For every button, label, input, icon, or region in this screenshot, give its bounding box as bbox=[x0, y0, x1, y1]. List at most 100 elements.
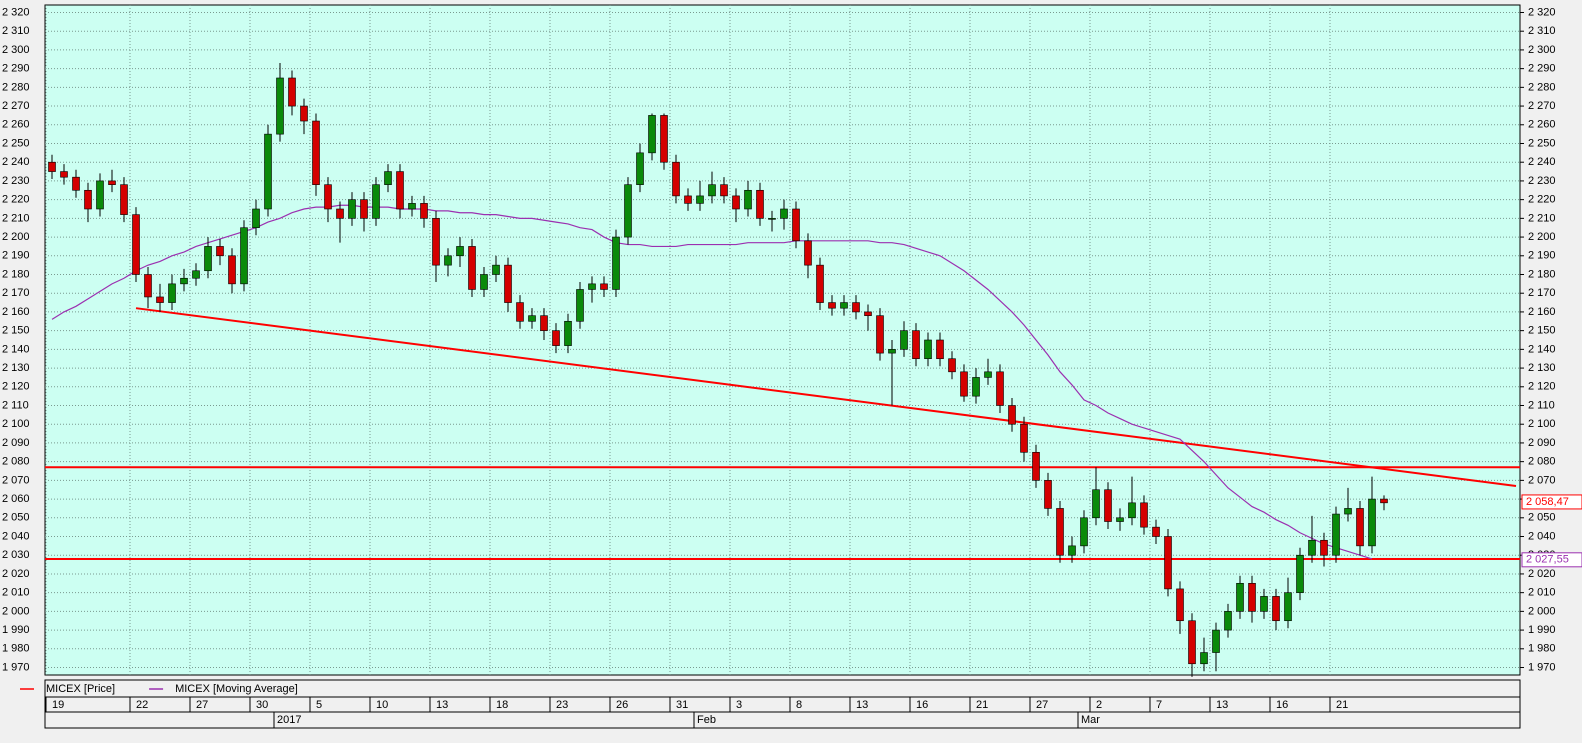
candle-body bbox=[684, 195, 692, 204]
candle-body bbox=[1140, 502, 1148, 528]
y-tick-label-right: 2 130 bbox=[1528, 362, 1556, 374]
y-tick-label-right: 2 090 bbox=[1528, 437, 1556, 449]
candle-body bbox=[972, 377, 980, 397]
candle-body bbox=[120, 184, 128, 215]
x-tick-label: 10 bbox=[376, 699, 388, 711]
x-tick-label: 21 bbox=[1336, 699, 1348, 711]
candle-body bbox=[1308, 539, 1316, 556]
x-tick-label: 23 bbox=[556, 699, 568, 711]
candle-body bbox=[888, 349, 896, 354]
x-tick-label: 16 bbox=[916, 699, 928, 711]
y-tick-label-right: 2 170 bbox=[1528, 287, 1556, 299]
y-tick-label-right: 2 010 bbox=[1528, 587, 1556, 599]
y-tick-label-right: 2 110 bbox=[1528, 399, 1555, 411]
candle-body bbox=[1380, 498, 1388, 504]
y-tick-label-right: 2 020 bbox=[1528, 568, 1556, 580]
y-tick-label: 2 200 bbox=[2, 231, 30, 243]
y-tick-label: 2 310 bbox=[2, 25, 30, 37]
candle-body bbox=[276, 77, 284, 135]
candle-body bbox=[492, 264, 500, 275]
y-tick-label: 2 150 bbox=[2, 325, 30, 337]
candle-body bbox=[144, 274, 152, 298]
y-tick-label-right: 2 000 bbox=[1528, 605, 1556, 617]
candle-body bbox=[948, 358, 956, 373]
y-tick-label: 2 000 bbox=[2, 605, 30, 617]
candle-body bbox=[1008, 405, 1016, 425]
y-tick-label-right: 2 230 bbox=[1528, 175, 1556, 187]
legend-label: MICEX [Moving Average] bbox=[175, 683, 298, 695]
candle-body bbox=[1116, 517, 1124, 522]
candle-body bbox=[876, 315, 884, 354]
y-tick-label: 2 170 bbox=[2, 287, 30, 299]
y-tick-label-right: 2 290 bbox=[1528, 63, 1556, 75]
candle-body bbox=[516, 302, 524, 322]
x-tick-label: 2 bbox=[1096, 699, 1102, 711]
candle-body bbox=[384, 171, 392, 185]
y-tick-label-right: 2 140 bbox=[1528, 343, 1556, 355]
y-tick-label: 2 060 bbox=[2, 493, 30, 505]
y-tick-label: 2 070 bbox=[2, 474, 30, 486]
candle-body bbox=[528, 315, 536, 322]
candle-body bbox=[348, 199, 356, 219]
y-tick-label: 2 280 bbox=[2, 81, 30, 93]
candle-body bbox=[1320, 539, 1328, 556]
candle-body bbox=[156, 296, 164, 303]
y-tick-label: 2 210 bbox=[2, 212, 30, 224]
y-tick-label: 2 180 bbox=[2, 268, 30, 280]
y-tick-label: 2 010 bbox=[2, 587, 30, 599]
y-tick-label: 2 160 bbox=[2, 306, 30, 318]
month-row bbox=[44, 711, 1521, 729]
y-tick-label-right: 2 200 bbox=[1528, 231, 1556, 243]
candle-body bbox=[1092, 489, 1100, 519]
candle-body bbox=[396, 171, 404, 210]
candle-body bbox=[480, 274, 488, 290]
x-tick-label: 22 bbox=[136, 699, 148, 711]
candle-body bbox=[720, 184, 728, 197]
y-tick-label: 2 260 bbox=[2, 119, 30, 131]
candle-body bbox=[1284, 592, 1292, 622]
candle-body bbox=[108, 180, 116, 185]
last-value-box bbox=[1521, 494, 1582, 510]
x-tick-label: 8 bbox=[796, 699, 802, 711]
candle-body bbox=[852, 302, 860, 313]
candle-body bbox=[336, 208, 344, 219]
candle-body bbox=[60, 171, 68, 178]
y-tick-label: 2 270 bbox=[2, 100, 30, 112]
y-tick-label: 2 090 bbox=[2, 437, 30, 449]
candle-body bbox=[1212, 629, 1220, 653]
candle-body bbox=[936, 339, 944, 360]
candle-body bbox=[636, 152, 644, 185]
candle-body bbox=[1248, 582, 1256, 612]
y-tick-label: 2 140 bbox=[2, 343, 30, 355]
candle-body bbox=[1188, 620, 1196, 665]
y-tick-label: 2 110 bbox=[2, 399, 29, 411]
y-tick-label: 2 120 bbox=[2, 381, 30, 393]
candle-body bbox=[360, 199, 368, 219]
moving-average-line bbox=[51, 204, 1373, 560]
candle-body bbox=[48, 161, 56, 172]
candle-body bbox=[444, 255, 452, 266]
candle-body bbox=[768, 218, 776, 220]
y-tick-label: 2 250 bbox=[2, 137, 30, 149]
candle-body bbox=[708, 184, 716, 197]
x-tick-label: 26 bbox=[616, 699, 628, 711]
candle-body bbox=[372, 184, 380, 219]
candle-body bbox=[696, 195, 704, 204]
y-tick-label-right: 2 120 bbox=[1528, 381, 1556, 393]
last-value-label: 2 027,55 bbox=[1526, 554, 1569, 566]
candle-body bbox=[540, 315, 548, 331]
candle-body bbox=[252, 208, 260, 229]
y-tick-label: 2 050 bbox=[2, 512, 30, 524]
candle-body bbox=[600, 283, 608, 290]
candle-body bbox=[1080, 517, 1088, 547]
candle-body bbox=[900, 330, 908, 350]
y-tick-label-right: 1 970 bbox=[1528, 661, 1556, 673]
candle-body bbox=[1104, 489, 1112, 522]
x-tick-label: 18 bbox=[496, 699, 508, 711]
y-tick-label-right: 2 080 bbox=[1528, 456, 1556, 468]
candle-body bbox=[1164, 536, 1172, 590]
candle-body bbox=[324, 184, 332, 210]
candle-body bbox=[960, 371, 968, 397]
candle-body bbox=[96, 180, 104, 210]
y-tick-label-right: 2 070 bbox=[1528, 474, 1556, 486]
